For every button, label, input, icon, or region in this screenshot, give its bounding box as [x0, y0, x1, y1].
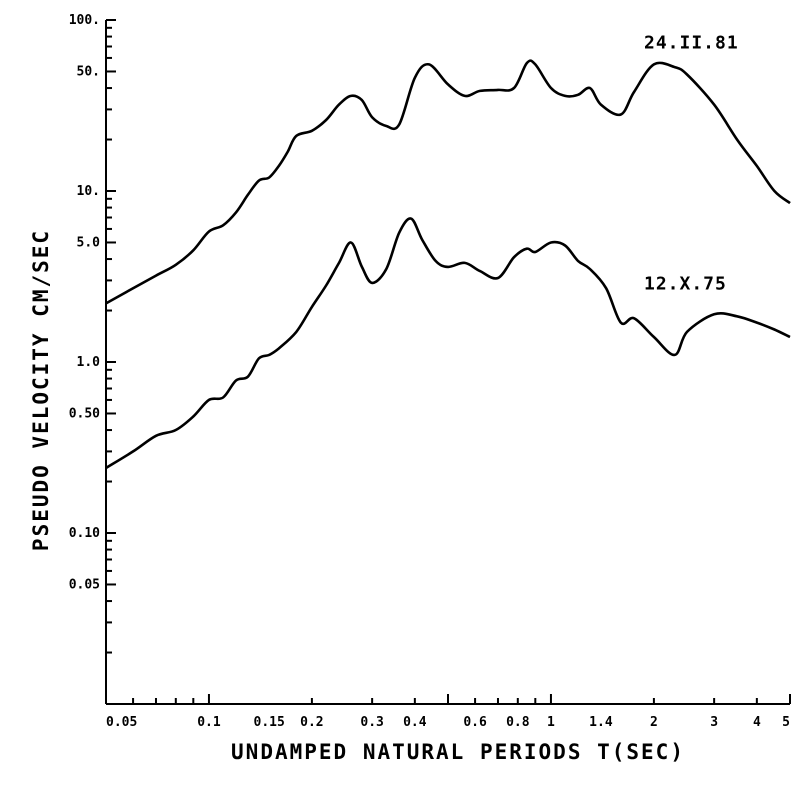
series-label: 12.X.75 [644, 274, 727, 295]
series-line-1 [105, 59, 791, 305]
x-tick-label: 5 [782, 715, 790, 730]
x-tick-label: 0.2 [300, 715, 323, 730]
x-tick-label: 4 [753, 715, 761, 730]
x-tick-label: 0.4 [403, 715, 427, 730]
y-tick-label: 0.10 [69, 526, 100, 541]
y-tick-label: 50. [77, 64, 100, 79]
x-axis-title: UNDAMPED NATURAL PERIODS T(SEC) [231, 740, 685, 764]
y-tick-label: 0.05 [69, 577, 100, 592]
x-tick-label: 1.4 [589, 715, 613, 730]
x-tick-label: 3 [710, 715, 718, 730]
x-tick-label: 2 [650, 715, 658, 730]
plot-area: 24.II.81 12.X.75 [105, 33, 791, 470]
series-line-2 [105, 217, 791, 470]
x-tick-label: 0.1 [197, 715, 221, 730]
y-tick-label: 10. [77, 184, 100, 199]
x-tick-label: 0.05 [106, 715, 137, 730]
x-tick-label: 0.6 [463, 715, 487, 730]
x-tick-label: 1 [547, 715, 555, 730]
x-tick-label: 0.8 [506, 715, 530, 730]
y-tick-label: 100. [69, 13, 100, 28]
chart-axes: 100. 50. 10. 5.0 1.0 0.50 0.10 0.05 0.05 0.1 0.15 0… [69, 13, 791, 730]
x-tick-label: 0.3 [360, 715, 383, 730]
y-tick-label: 0.50 [69, 406, 100, 421]
x-tick-label: 0.15 [254, 715, 285, 730]
y-tick-label: 5.0 [77, 235, 101, 250]
y-tick-label: 1.0 [77, 355, 101, 370]
y-axis-title: PSEUDO VELOCITY CM/SEC [29, 229, 53, 551]
series-label: 24.II.81 [644, 33, 739, 54]
